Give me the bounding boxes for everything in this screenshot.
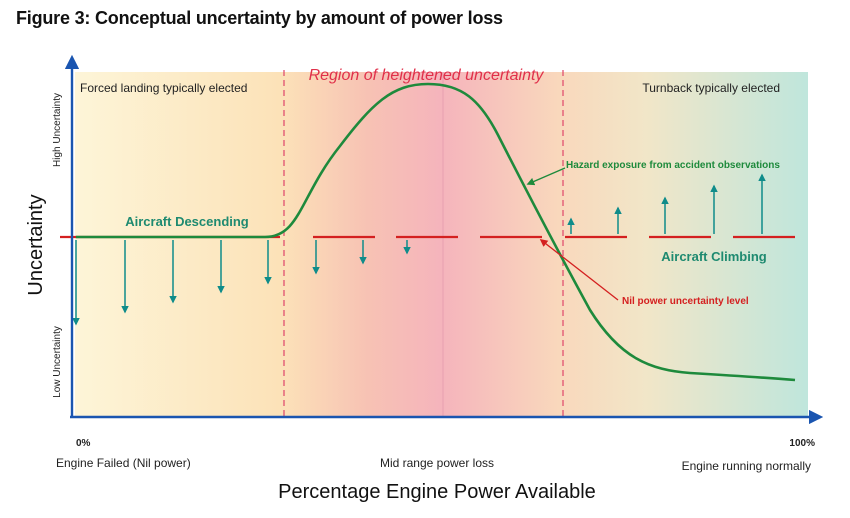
region-right-title: Turnback typically elected — [642, 81, 780, 95]
x-tick-start: 0% — [76, 438, 91, 449]
y-high-label: High Uncertainty — [52, 93, 63, 167]
y-low-label: Low Uncertainty — [52, 326, 63, 398]
background-gradient — [75, 72, 808, 417]
y-axis-title: Uncertainty — [25, 194, 47, 295]
hazard-curve — [76, 82, 796, 382]
descending-arrows — [72, 240, 411, 326]
nil-power-label: Nil power uncertainty level — [622, 296, 749, 307]
hazard-pointer-arrow — [526, 167, 566, 186]
x-middle-caption: Mid range power loss — [380, 456, 494, 470]
nil-pointer-arrow — [539, 239, 619, 301]
x-tick-end: 100% — [789, 438, 815, 449]
x-left-caption: Engine Failed (Nil power) — [56, 456, 191, 470]
aircraft-descending-label: Aircraft Descending — [125, 214, 249, 229]
region-middle-title: Region of heightened uncertainty — [309, 67, 545, 84]
region-left-title: Forced landing typically elected — [80, 81, 247, 95]
climbing-arrows — [567, 173, 766, 234]
x-right-caption: Engine running normally — [682, 459, 811, 473]
aircraft-climbing-label: Aircraft Climbing — [661, 249, 767, 264]
x-axis-title: Percentage Engine Power Available — [278, 481, 596, 503]
hazard-exposure-label: Hazard exposure from accident observatio… — [566, 160, 780, 171]
figure-title: Figure 3: Conceptual uncertainty by amou… — [16, 8, 503, 28]
